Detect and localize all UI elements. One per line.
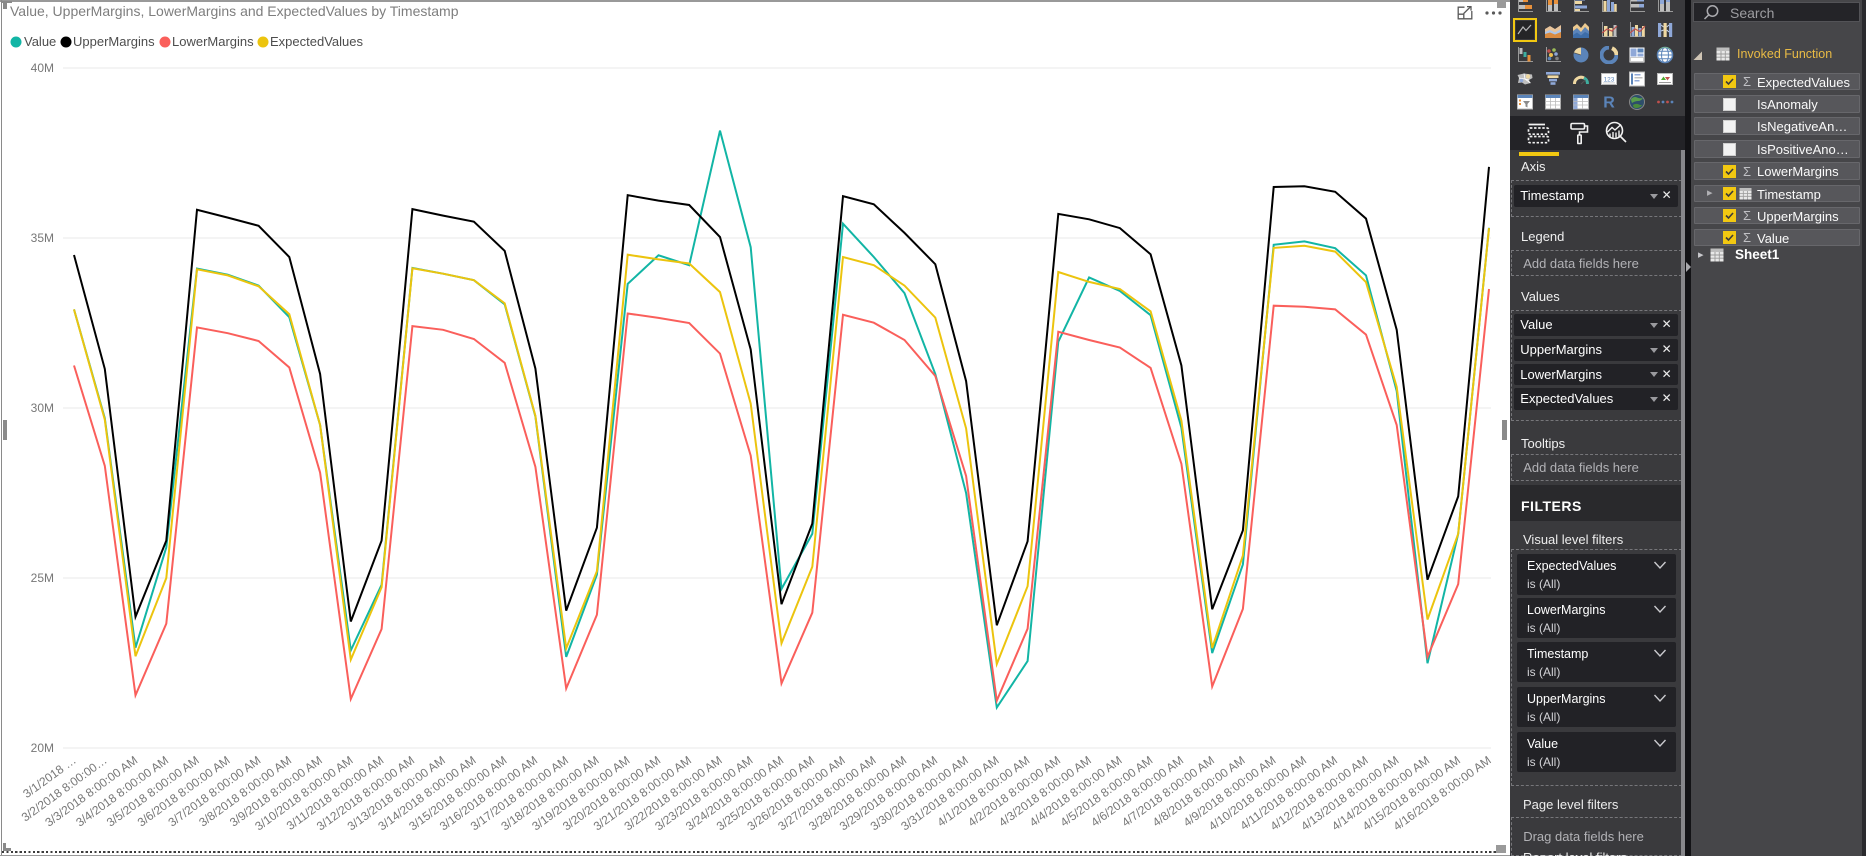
svg-text:Value, UpperMargins, LowerMarg: Value, UpperMargins, LowerMargins and Ex…	[10, 3, 459, 19]
svg-text:35M: 35M	[31, 231, 54, 245]
svg-text:20M: 20M	[31, 741, 54, 755]
svg-text:ExpectedValues: ExpectedValues	[270, 34, 363, 49]
svg-text:30M: 30M	[31, 401, 54, 415]
svg-text:123: 123	[1604, 76, 1615, 83]
svg-text:R: R	[1603, 95, 1615, 112]
svg-text:LowerMargins: LowerMargins	[172, 34, 254, 49]
svg-text:UpperMargins: UpperMargins	[73, 34, 155, 49]
svg-text:25M: 25M	[31, 571, 54, 585]
svg-text:40M: 40M	[31, 61, 54, 75]
svg-text:Value: Value	[24, 34, 56, 49]
